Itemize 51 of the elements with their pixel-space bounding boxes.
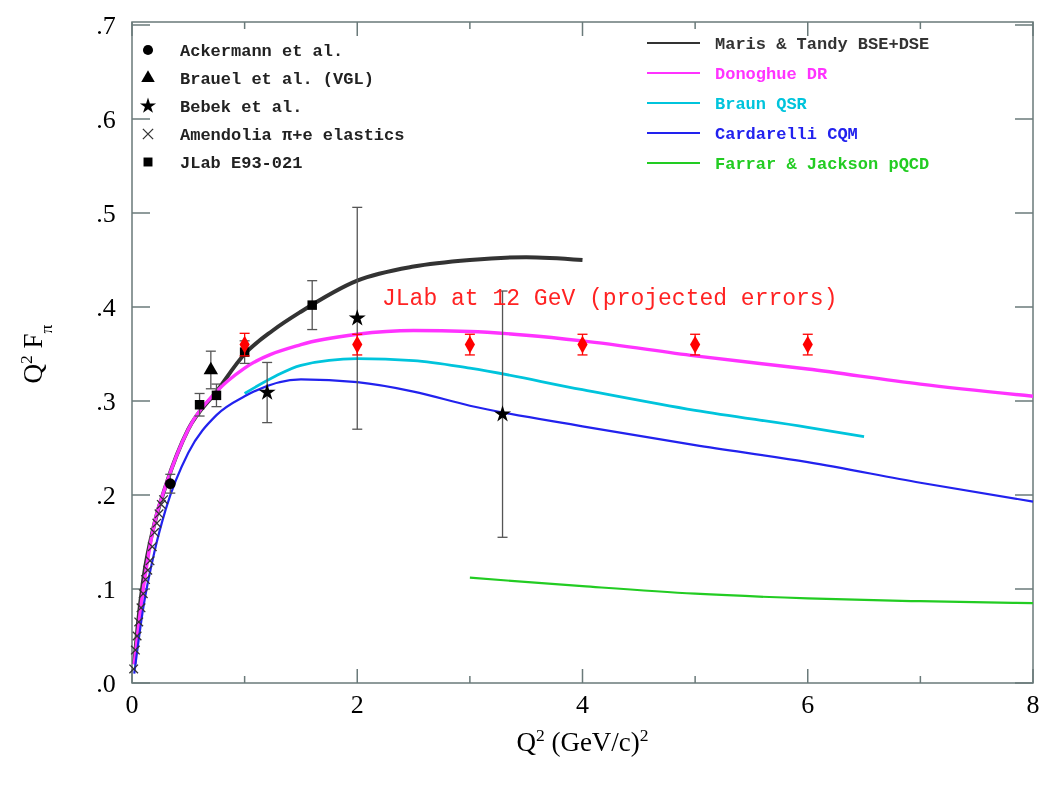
point (136, 602, 146, 613)
x-axis-title: Q$^{2}$ (GeV/c)$^{2}$ (516, 725, 649, 757)
point (156, 499, 167, 510)
legend-label: Braun QSR (715, 94, 808, 114)
x-tick-label: 4 (576, 690, 589, 719)
point (130, 645, 141, 656)
point (494, 405, 512, 422)
y-tick-label: .0 (96, 669, 116, 699)
y-tick-label: .5 (96, 199, 116, 229)
legend-label: JLab E93-021 (180, 153, 303, 173)
point (194, 400, 205, 410)
point (151, 518, 162, 529)
y-tick-label: .7 (96, 11, 116, 41)
point (138, 588, 149, 599)
point (140, 574, 151, 585)
point (307, 300, 317, 310)
point (128, 663, 139, 674)
line-series (132, 328, 1035, 666)
point (132, 631, 143, 641)
legend-label: Donoghue DR (715, 64, 829, 84)
line-series (133, 378, 1035, 675)
legend-label: Brauel et al. (VGL) (180, 69, 374, 89)
point (211, 390, 222, 401)
legend-label: Maris & Tandy BSE+DSE (715, 34, 930, 54)
point (133, 616, 144, 627)
y-tick-label: .4 (96, 293, 116, 323)
x-tick-label: 8 (1026, 690, 1040, 719)
point (145, 555, 155, 566)
legend-label: Amendolia π+e elastics (180, 125, 405, 145)
point (203, 361, 219, 375)
point (142, 565, 153, 576)
point (147, 541, 158, 552)
point (154, 508, 164, 519)
point (164, 478, 176, 490)
x-tick-label: 2 (350, 690, 364, 719)
y-tick-label: .2 (96, 481, 116, 511)
point (158, 494, 169, 505)
y-tick-label: .6 (96, 105, 116, 135)
x-tick-label: 6 (801, 690, 815, 719)
legend-label: Cardarelli CQM (715, 124, 858, 144)
point (258, 383, 276, 400)
y-tick-label: .1 (96, 575, 116, 605)
line-series (468, 576, 1035, 605)
legend-label: Bebek et al. (180, 97, 303, 117)
x-tick-label: 0 (125, 690, 139, 719)
point (149, 527, 160, 538)
legend-label: Farrar & Jackson pQCD (715, 154, 930, 174)
legend-label: Ackermann et al. (180, 41, 344, 61)
line-series (243, 357, 866, 439)
point (348, 309, 366, 326)
y-tick-label: .3 (96, 387, 116, 417)
